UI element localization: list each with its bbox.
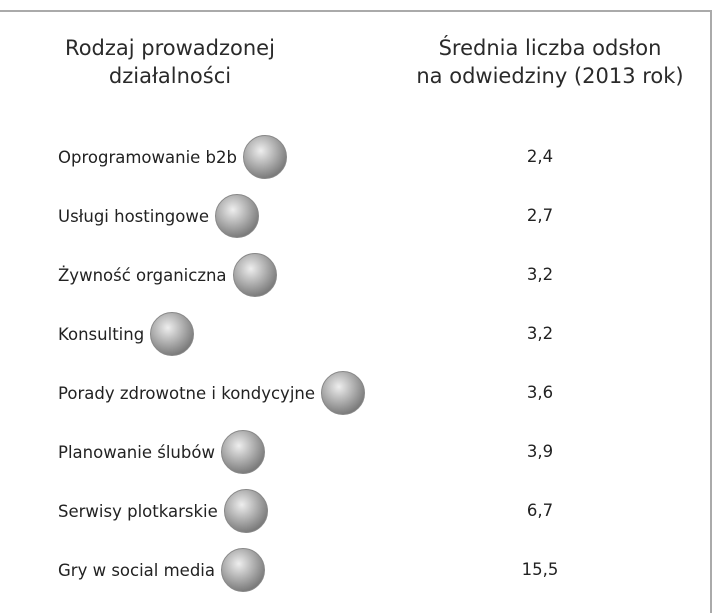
- header-right: Średnia liczba odsłon na odwiedziny (201…: [400, 34, 700, 90]
- value: 2,7: [490, 191, 590, 241]
- icon: [221, 430, 265, 474]
- label: Serwisy plotkarskie: [58, 502, 218, 521]
- label: Gry w social media: [58, 561, 215, 580]
- icon: [215, 194, 259, 238]
- value: 2,4: [490, 132, 590, 182]
- label: Konsulting: [58, 325, 144, 344]
- row-label: Usługi hostingowe: [58, 191, 259, 241]
- row-label: Oprogramowanie b2b: [58, 132, 287, 182]
- icon: [243, 135, 287, 179]
- page: Rodzaj prowadzonej działalności Średnia …: [0, 0, 715, 613]
- icon: [221, 548, 265, 592]
- icon: [150, 312, 194, 356]
- header-line: na odwiedziny (2013 rok): [400, 62, 700, 90]
- label: Żywność organiczna: [58, 266, 227, 285]
- icon: [224, 489, 268, 533]
- row-label: Porady zdrowotne i kondycyjne: [58, 368, 365, 418]
- value: 15,5: [490, 545, 590, 595]
- icon: [233, 253, 277, 297]
- value: 6,7: [490, 486, 590, 536]
- header-line: działalności: [40, 62, 300, 90]
- header-line: Średnia liczba odsłon: [400, 34, 700, 62]
- label: Porady zdrowotne i kondycyjne: [58, 384, 315, 403]
- header-left: Rodzaj prowadzonej działalności: [40, 34, 300, 90]
- icon: [321, 371, 365, 415]
- label: Usługi hostingowe: [58, 207, 209, 226]
- label: Planowanie ślubów: [58, 443, 215, 462]
- row-label: Serwisy plotkarskie: [58, 486, 268, 536]
- row-label: Żywność organiczna: [58, 250, 277, 300]
- row-label: Gry w social media: [58, 545, 265, 595]
- value: 3,6: [490, 368, 590, 418]
- row-label: Konsulting: [58, 309, 194, 359]
- value: 3,9: [490, 427, 590, 477]
- value: 3,2: [490, 309, 590, 359]
- header-line: Rodzaj prowadzonej: [40, 34, 300, 62]
- row-label: Planowanie ślubów: [58, 427, 265, 477]
- value: 3,2: [490, 250, 590, 300]
- label: Oprogramowanie b2b: [58, 148, 237, 167]
